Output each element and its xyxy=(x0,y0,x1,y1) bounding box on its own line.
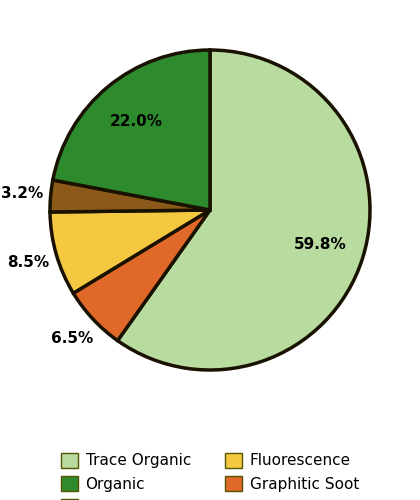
Wedge shape xyxy=(118,50,370,370)
Wedge shape xyxy=(74,210,210,340)
Text: 22.0%: 22.0% xyxy=(110,114,163,128)
Text: 3.2%: 3.2% xyxy=(1,186,43,201)
Text: 59.8%: 59.8% xyxy=(294,238,346,252)
Legend: Trace Organic, Organic, Organic/Mineral, Fluorescence, Graphitic Soot: Trace Organic, Organic, Organic/Mineral,… xyxy=(53,445,367,500)
Wedge shape xyxy=(53,50,210,210)
Wedge shape xyxy=(50,210,210,293)
Wedge shape xyxy=(50,180,210,212)
Text: 8.5%: 8.5% xyxy=(8,254,50,270)
Text: 6.5%: 6.5% xyxy=(51,332,93,346)
